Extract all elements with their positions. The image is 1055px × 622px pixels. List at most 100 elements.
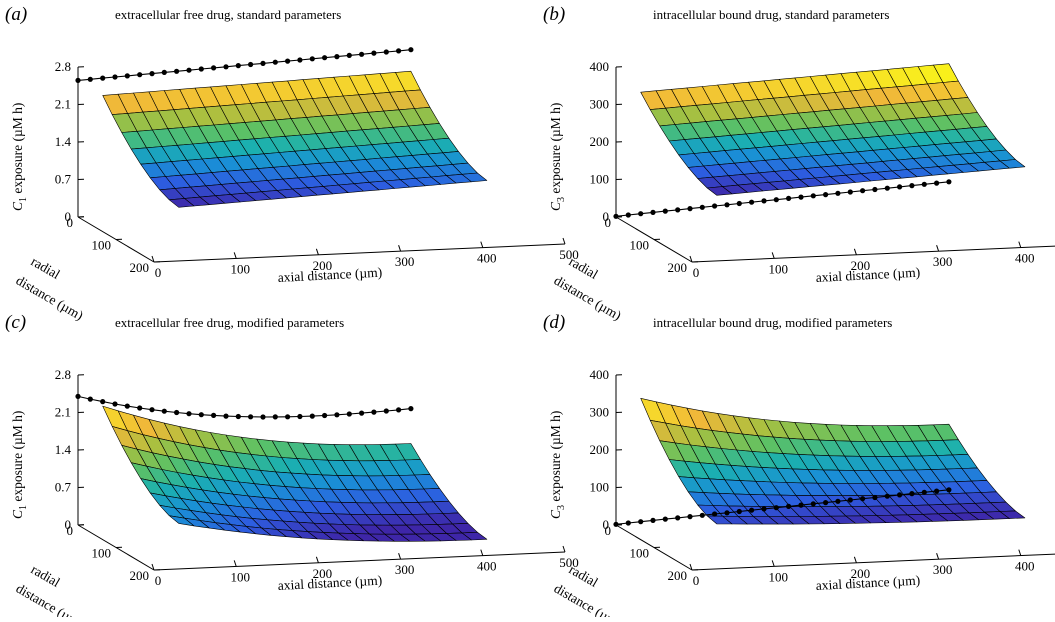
curve-point: [835, 499, 840, 504]
z-axis-label: C3 exposure (µM h): [548, 411, 567, 519]
z-axis-label-units: exposure (µM h): [10, 103, 25, 197]
curve-point: [137, 405, 142, 410]
z-axis-label-units: exposure (µM h): [548, 103, 563, 197]
curve-point: [860, 188, 865, 193]
curve-point: [125, 73, 130, 78]
curve-point: [384, 408, 389, 413]
axial-tick-mark: [772, 252, 774, 258]
curve-point: [371, 51, 376, 56]
radial-tick-label: 0: [605, 215, 612, 230]
curve-point: [162, 409, 167, 414]
curve-point: [774, 505, 779, 510]
panel-d: (d)intracellular bound drug, modified pa…: [543, 312, 1055, 617]
curve-point: [260, 61, 265, 66]
z-axis-label: C1 exposure (µM h): [10, 103, 29, 211]
curve-point: [371, 410, 376, 415]
axial-axis-line: [692, 244, 1055, 262]
curve-point: [174, 410, 179, 415]
curve-point: [934, 181, 939, 186]
axial-tick-mark: [399, 245, 401, 251]
curve-point: [798, 503, 803, 508]
axial-axis-label: axial distance (µm): [277, 573, 382, 593]
curve-point: [811, 193, 816, 198]
z-tick-label: 400: [590, 59, 610, 74]
curve-point: [786, 196, 791, 201]
axial-tick-mark: [1019, 550, 1021, 556]
axial-tick-mark: [854, 249, 856, 255]
axial-axis-line: [154, 552, 565, 570]
axial-axis-label: axial distance (µm): [815, 265, 920, 285]
surface: [641, 398, 1025, 524]
curve-point: [737, 201, 742, 206]
curve-point: [359, 52, 364, 57]
curve-point: [823, 500, 828, 505]
curve-point: [75, 78, 80, 83]
curve-point: [835, 191, 840, 196]
curve-point: [786, 504, 791, 509]
axial-axis-line: [692, 552, 1055, 570]
curve-point: [347, 411, 352, 416]
axial-tick-mark: [481, 550, 483, 556]
curve-point: [712, 511, 717, 516]
z-tick-label: 100: [590, 480, 610, 495]
z-tick-label: 300: [590, 405, 610, 420]
curve-point: [310, 414, 315, 419]
axial-tick-label: 0: [155, 573, 162, 588]
curve-point: [774, 197, 779, 202]
curve-point: [384, 49, 389, 54]
curve-point: [761, 198, 766, 203]
curve-point: [223, 64, 228, 69]
z-tick-label: 0.7: [55, 172, 72, 187]
curve-point: [297, 414, 302, 419]
radial-tick-label: 200: [130, 568, 150, 583]
curve-point: [749, 200, 754, 205]
axial-tick-label: 0: [693, 573, 700, 588]
z-tick-label: 2.8: [55, 367, 71, 382]
curve-point: [848, 497, 853, 502]
z-tick-label: 200: [590, 134, 610, 149]
curve-point: [199, 412, 204, 417]
panel-label: (a): [5, 4, 27, 25]
curve-point: [761, 506, 766, 511]
curve-point: [236, 63, 241, 68]
axial-tick-label: 300: [395, 254, 415, 269]
z-tick-label: 100: [590, 172, 610, 187]
curve-point: [149, 71, 154, 76]
axial-tick-label: 0: [155, 265, 162, 280]
curve-point: [260, 414, 265, 419]
curve-point: [675, 207, 680, 212]
curve-point: [273, 60, 278, 65]
panel-c: (c)extracellular free drug, modified par…: [5, 312, 579, 617]
curve-point: [700, 205, 705, 210]
curve-point: [125, 404, 130, 409]
curve-point: [186, 411, 191, 416]
curve-point: [285, 59, 290, 64]
z-tick-label: 400: [590, 367, 610, 382]
panel-label: (b): [543, 4, 565, 25]
axial-tick-mark: [399, 553, 401, 559]
curve-point: [922, 490, 927, 495]
curve-point: [613, 522, 618, 527]
curve-point: [112, 74, 117, 79]
radial-axis-label-line1: radial: [567, 562, 601, 590]
curve-point: [897, 184, 902, 189]
z-axis-label: C1 exposure (µM h): [10, 411, 29, 519]
axial-tick-mark: [234, 560, 236, 566]
curve-point: [724, 510, 729, 515]
curve-point: [872, 495, 877, 500]
curve-point: [88, 77, 93, 82]
surface: [103, 406, 487, 541]
curve-point: [922, 182, 927, 187]
axial-tick-mark: [937, 245, 939, 251]
curve-point: [322, 55, 327, 60]
z-tick-label: 2.1: [55, 405, 71, 420]
z-tick-label: 2.1: [55, 97, 71, 112]
axial-tick-mark: [316, 249, 318, 255]
z-tick-label: 1.4: [55, 134, 72, 149]
curve-point: [285, 414, 290, 419]
axial-tick-mark: [481, 242, 483, 248]
radial-tick-label: 0: [67, 523, 74, 538]
curve-point: [638, 519, 643, 524]
axial-tick-mark: [563, 238, 565, 244]
z-axis-label: C3 exposure (µM h): [548, 103, 567, 211]
